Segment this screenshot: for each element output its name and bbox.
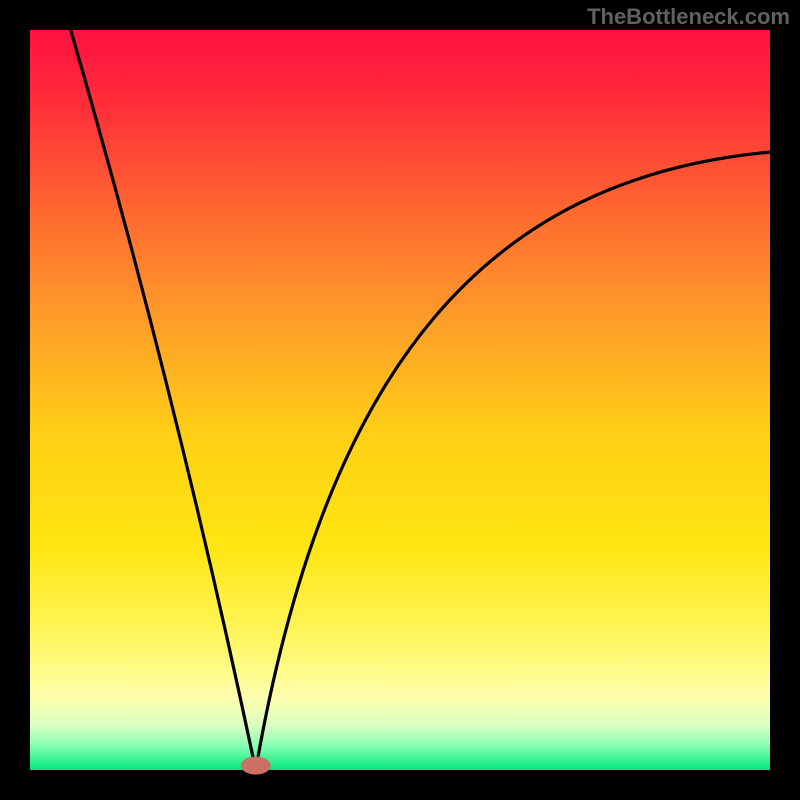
chart-svg	[0, 0, 800, 800]
plot-area	[30, 30, 770, 770]
chart-frame: TheBottleneck.com	[0, 0, 800, 800]
watermark-text: TheBottleneck.com	[587, 4, 790, 30]
min-marker	[241, 757, 271, 775]
